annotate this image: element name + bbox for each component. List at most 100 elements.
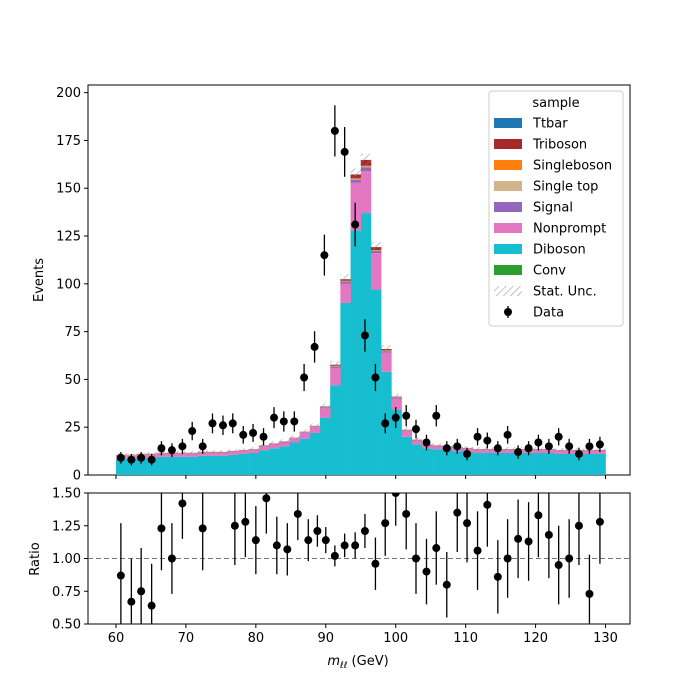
y-tick-label-top: 125 (56, 230, 81, 245)
bar-diboson (391, 410, 402, 475)
data-point (330, 126, 339, 135)
bar-nonprompt (360, 171, 372, 214)
ratio-point (483, 500, 492, 509)
stat-unc-bin (503, 447, 514, 451)
data-point (585, 442, 594, 451)
bar-diboson (595, 453, 606, 475)
bar-diboson (544, 453, 555, 475)
data-point (147, 455, 156, 464)
ratio-point (127, 597, 136, 606)
bar-diboson (217, 455, 229, 475)
y-tick-label-top: 150 (56, 182, 81, 197)
x-axis-label-main: m (327, 654, 340, 669)
ratio-point (116, 571, 125, 580)
ratio-point (272, 541, 281, 550)
ratio-point (402, 509, 411, 518)
bar-diboson (452, 451, 464, 475)
bar-diboson (421, 448, 433, 475)
legend-label-signal: Signal (533, 201, 573, 216)
y-tick-label-bottom: 0.75 (52, 585, 81, 600)
bar-nonprompt (411, 440, 423, 445)
bar-nonprompt (472, 450, 484, 454)
data-point (300, 373, 309, 382)
x-axis-label-unit: (GeV) (347, 654, 388, 669)
bar-diboson (534, 453, 545, 475)
bar-nonprompt (432, 446, 443, 450)
legend-swatch-signal (494, 202, 522, 212)
ratio-point (442, 580, 451, 589)
bar-diboson (156, 456, 168, 475)
ratio-point (340, 541, 349, 550)
ratio-point (574, 521, 583, 530)
stat-unc-bin (340, 274, 351, 285)
bar-diboson (289, 442, 300, 475)
legend-swatch-single-top (494, 181, 522, 191)
data-point (442, 444, 451, 453)
bar-nonprompt (309, 427, 321, 433)
bar-single-top (360, 166, 372, 168)
ratio-point (453, 508, 462, 517)
bar-diboson (309, 432, 321, 475)
x-tick-label: 60 (108, 631, 125, 646)
y-tick-label-bottom: 0.50 (52, 618, 81, 633)
data-point (228, 419, 237, 428)
data-point (534, 438, 543, 447)
bar-nonprompt (228, 452, 239, 455)
stat-unc-bin (462, 446, 473, 450)
ratio-point (554, 561, 563, 570)
data-point (371, 373, 380, 382)
bar-nonprompt (595, 451, 606, 454)
ratio-point (157, 524, 166, 533)
data-point (473, 432, 482, 441)
ratio-point (565, 554, 574, 563)
stat-unc-bin (574, 448, 586, 452)
bar-diboson (126, 458, 137, 475)
bar-singleboson (360, 165, 372, 167)
bar-diboson (136, 457, 147, 475)
bar-nonprompt (391, 398, 402, 410)
bar-nonprompt (238, 451, 249, 454)
bar-nonprompt (268, 444, 280, 449)
bar-diboson (207, 455, 219, 475)
bar-nonprompt (534, 450, 545, 454)
stat-unc-bin (146, 452, 157, 456)
stat-unc-bin (401, 427, 412, 433)
y-tick-label-top: 25 (64, 421, 81, 436)
stat-unc-bin (391, 393, 402, 400)
ratio-point (313, 526, 322, 535)
stat-unc-bin (309, 423, 320, 429)
bar-nonprompt (503, 450, 515, 454)
stat-unc-bin (360, 153, 371, 167)
ratio-point (241, 517, 250, 526)
data-point (239, 430, 248, 439)
stat-unc-bin (217, 450, 229, 454)
bar-diboson (523, 453, 535, 475)
ratio-point (351, 541, 360, 550)
legend-swatch-stat-unc (494, 286, 522, 296)
data-point (157, 444, 166, 453)
data-point (270, 413, 279, 422)
bar-diboson (268, 448, 280, 475)
bar-nonprompt (289, 438, 300, 443)
bar-diboson (187, 456, 198, 475)
ratio-point (473, 546, 482, 555)
bar-nonprompt (319, 408, 331, 418)
bar-nonprompt (544, 450, 555, 454)
stat-unc-bin (411, 437, 422, 442)
data-points (116, 105, 604, 466)
data-point (391, 413, 400, 422)
bar-nonprompt (340, 283, 351, 303)
ratio-point (230, 521, 239, 530)
y-tick-label-bottom: 1.00 (52, 552, 81, 567)
bar-diboson (585, 453, 596, 475)
bar-diboson (238, 453, 249, 475)
bar-nonprompt (330, 367, 341, 386)
data-point (178, 442, 187, 451)
bar-diboson (197, 455, 209, 475)
y-axis-label-top: Events (32, 258, 47, 302)
x-tick-label: 80 (248, 631, 265, 646)
legend-entries: Ttbar Triboson Singleboson Single top Signal… (494, 117, 612, 321)
ratio-point (371, 559, 380, 568)
bar-diboson (279, 446, 290, 475)
